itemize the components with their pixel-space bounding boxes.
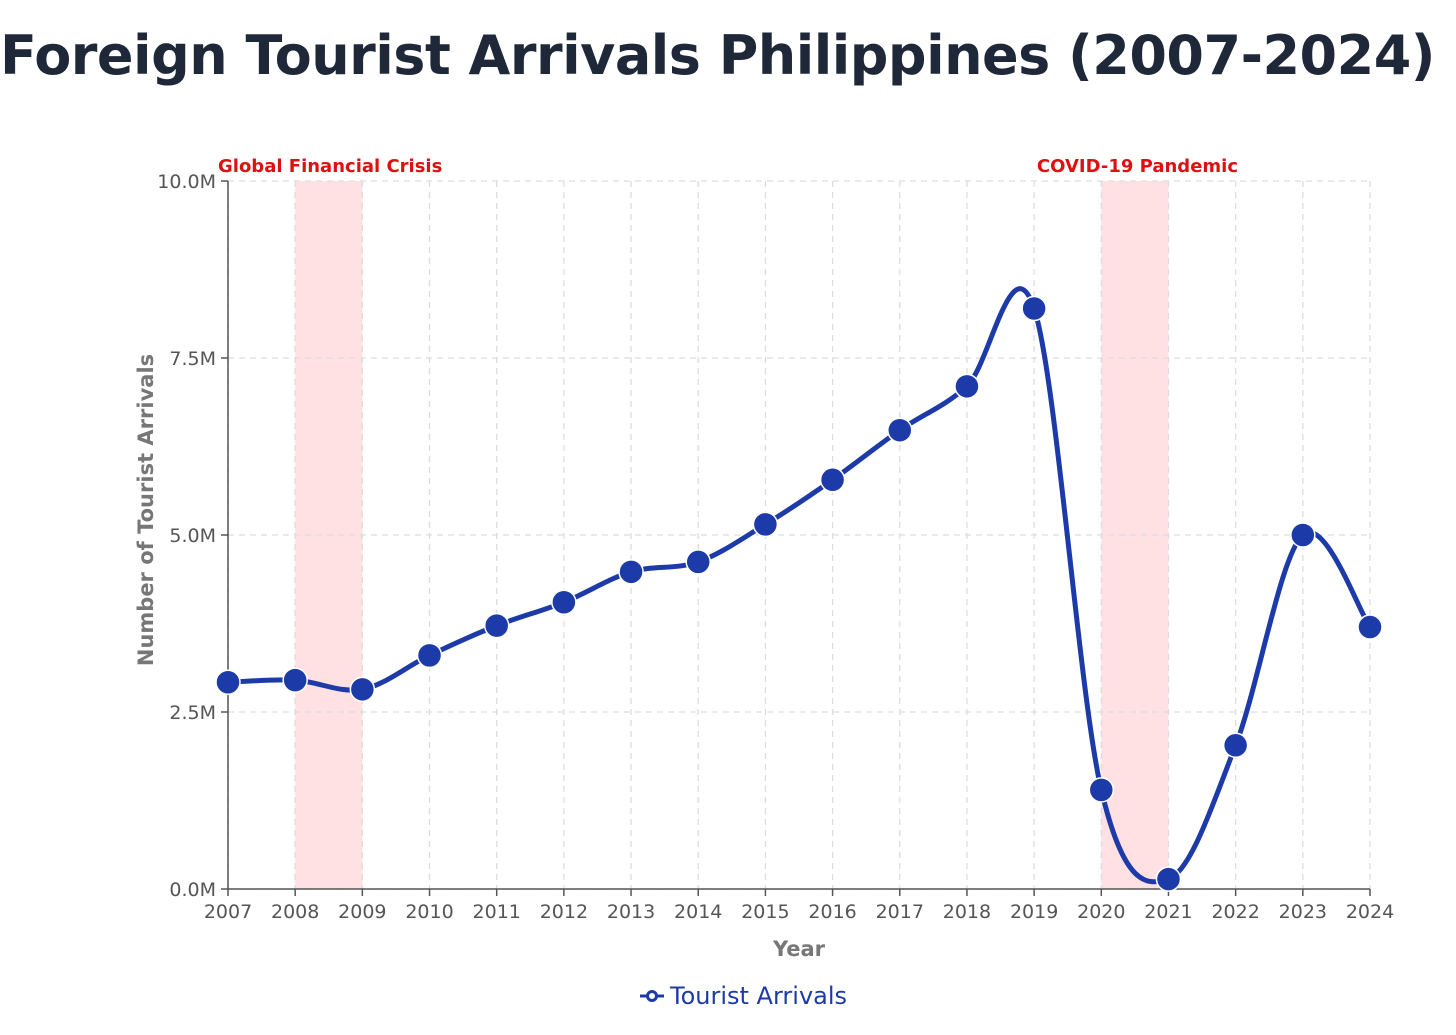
x-axis-title: Year (772, 937, 826, 961)
data-point[interactable] (819, 467, 846, 493)
data-point[interactable] (215, 669, 241, 696)
data-point[interactable] (349, 676, 376, 703)
series-line (225, 286, 1373, 885)
x-tick-label: 2019 (1010, 901, 1058, 923)
x-tick-label: 2008 (271, 901, 319, 923)
data-point[interactable] (1290, 522, 1316, 548)
data-point[interactable] (1088, 777, 1115, 803)
y-axis-title: Number of Tourist Arrivals (134, 354, 158, 666)
y-tick-label: 7.5M (169, 348, 216, 370)
data-point[interactable] (551, 589, 577, 616)
band-label: Global Financial Crisis (218, 156, 442, 177)
x-tick-label: 2016 (808, 901, 856, 923)
x-tick-label: 2013 (607, 901, 655, 923)
x-tick-label: 2024 (1346, 901, 1394, 923)
x-tick-label: 2018 (943, 901, 991, 923)
y-tick-label: 5.0M (169, 525, 216, 547)
x-tick-label: 2021 (1144, 901, 1192, 923)
data-point[interactable] (1357, 614, 1383, 640)
y-tick-label: 10.0M (157, 171, 216, 193)
y-tick-label: 0.0M (169, 879, 216, 901)
data-point[interactable] (282, 667, 308, 693)
data-point[interactable] (954, 373, 980, 400)
y-axis-ticks: 0.0M 2.5M 5.0M 7.5M 10.0M (157, 171, 228, 901)
data-point[interactable] (685, 549, 711, 575)
data-point[interactable] (1155, 866, 1182, 892)
legend-marker-icon (646, 990, 658, 1002)
x-tick-label: 2015 (741, 901, 789, 923)
x-tick-label: 2010 (405, 901, 453, 923)
series (215, 286, 1383, 892)
x-tick-label: 2014 (674, 901, 722, 923)
x-axis-ticks: 2007 2008 2009 2010 2011 2012 2013 2014 2015 2016… (204, 889, 1394, 923)
x-tick-label: 2017 (876, 901, 924, 923)
x-tick-label: 2011 (473, 901, 521, 923)
x-tick-label: 2012 (540, 901, 588, 923)
x-tick-label: 2022 (1211, 901, 1259, 923)
y-tick-label: 2.5M (169, 702, 216, 724)
x-tick-label: 2023 (1279, 901, 1327, 923)
data-point[interactable] (483, 612, 510, 639)
data-point[interactable] (887, 417, 913, 443)
band-label: COVID-19 Pandemic (1037, 156, 1238, 177)
legend[interactable]: Tourist Arrivals (640, 982, 847, 1010)
data-point[interactable] (1222, 732, 1249, 759)
data-point[interactable] (416, 642, 443, 669)
data-point[interactable] (1021, 295, 1047, 322)
x-tick-label: 2020 (1077, 901, 1125, 923)
page-title: Foreign Tourist Arrivals Philippines (20… (0, 24, 1435, 87)
grid (227, 180, 1371, 890)
data-point[interactable] (618, 559, 644, 585)
x-tick-label: 2009 (338, 901, 386, 923)
shaded-bands: Global Financial Crisis COVID-19 Pandemic (218, 156, 1238, 889)
data-point[interactable] (752, 511, 779, 538)
legend-label: Tourist Arrivals (669, 982, 847, 1010)
x-tick-label: 2007 (204, 901, 252, 923)
